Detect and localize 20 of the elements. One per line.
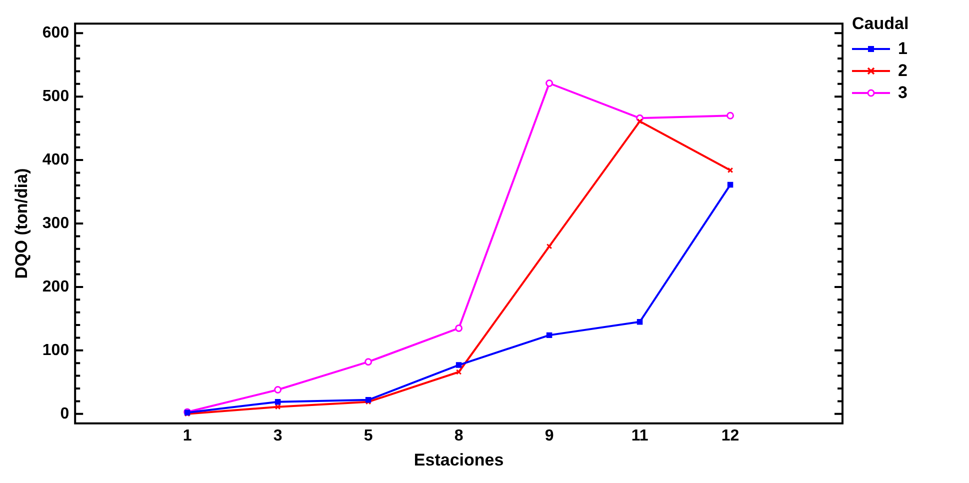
x-tick-label: 9 (544, 427, 554, 444)
x-tick-label: 1 (182, 427, 192, 444)
x-tick-label: 12 (721, 427, 740, 444)
legend-label: 1 (898, 38, 908, 60)
x-tick-label: 5 (364, 427, 373, 444)
y-tick-label: 100 (42, 342, 70, 359)
y-tick-label: 200 (42, 278, 70, 296)
legend-label: 3 (898, 82, 908, 104)
y-tick-label: 300 (42, 214, 70, 232)
legend-label: 2 (898, 60, 908, 82)
y-tick-label: 600 (42, 24, 70, 42)
x-axis-title: Estaciones (414, 450, 504, 470)
legend-title: Caudal (852, 14, 910, 34)
y-axis-title: DQO (ton/dia) (12, 168, 31, 279)
y-tick-label: 0 (60, 405, 70, 422)
x-tick-label: 3 (273, 427, 282, 444)
y-tick-label: 500 (42, 88, 70, 105)
x-tick-label: 8 (454, 427, 464, 444)
x-tick-label: 11 (631, 427, 648, 444)
y-tick-label: 400 (42, 151, 70, 168)
